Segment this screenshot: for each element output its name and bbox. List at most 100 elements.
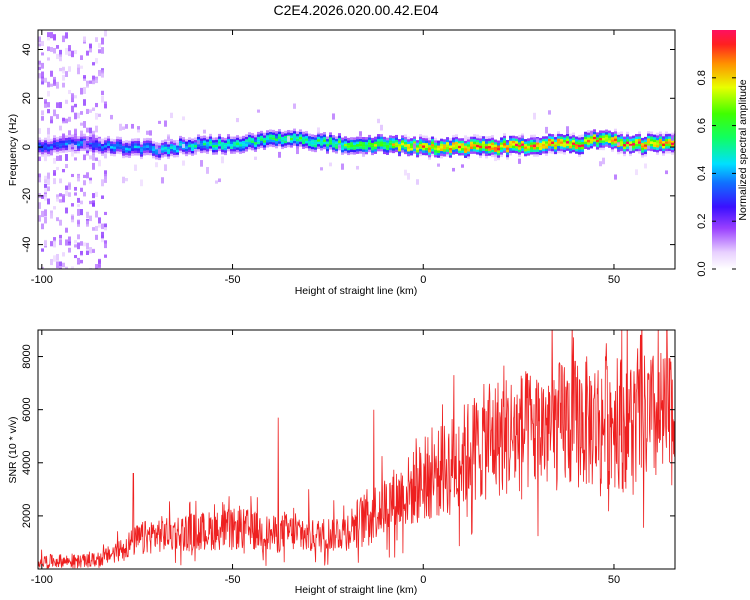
spectrogram-cell <box>389 149 392 153</box>
spectrogram-noise-cell <box>65 239 68 246</box>
spectrogram-cell <box>212 142 215 146</box>
spectrogram-cell <box>566 136 569 139</box>
spectrogram-cell <box>401 147 404 151</box>
spectrogram-noise-cell <box>95 264 98 269</box>
spectrogram-cell <box>560 148 563 152</box>
spectrogram-cell <box>164 139 167 143</box>
spectrogram-cell <box>587 137 590 140</box>
spectrogram-cell <box>641 150 644 153</box>
spectrogram-cell <box>146 137 149 141</box>
spectrogram-x-tick-label: 0 <box>420 274 426 286</box>
spectrogram-cell <box>278 136 281 139</box>
spectrogram-noise-cell <box>110 114 113 120</box>
spectrogram-noise-cell <box>590 130 593 136</box>
spectrogram-cell <box>413 136 416 140</box>
spectrogram-cells <box>38 30 675 269</box>
spectrogram-cell <box>431 151 434 154</box>
spectrogram-cell <box>530 144 533 148</box>
spectrogram-cell <box>308 145 311 149</box>
spectrogram-cell <box>638 146 641 149</box>
spectrogram-cell <box>407 136 410 140</box>
spectrogram-noise-cell <box>104 211 107 216</box>
spectrogram-cell <box>260 138 263 141</box>
spectrogram-cell <box>626 146 629 149</box>
spectrogram-noise-cell <box>50 116 53 121</box>
spectrogram-cell <box>461 138 464 141</box>
spectrogram-cell <box>581 141 584 145</box>
spectrogram-cell <box>596 142 599 145</box>
spectrogram-cell <box>161 147 164 151</box>
spectrogram-cell <box>431 138 434 142</box>
spectrogram-noise-cell <box>44 77 47 83</box>
spectrogram-cell <box>602 135 605 139</box>
spectrogram-cell <box>293 140 296 144</box>
spectrogram-cell <box>368 142 371 145</box>
spectrogram-cell <box>239 139 242 142</box>
spectrogram-cell <box>491 139 494 143</box>
spectrogram-cell <box>617 146 620 150</box>
spectrogram-cell <box>131 138 134 142</box>
spectrogram-cell <box>377 138 380 142</box>
spectrogram-noise-cell <box>92 162 95 170</box>
spectrogram-cell <box>233 148 236 152</box>
spectrogram-cell <box>83 133 86 137</box>
spectrogram-cell <box>311 146 314 150</box>
spectrogram-cell <box>260 133 263 136</box>
spectrogram-cell <box>476 144 479 148</box>
snr-y-tick-label: 4000 <box>21 451 33 475</box>
spectrogram-cell <box>350 137 353 140</box>
spectrogram-cell <box>569 150 572 154</box>
colorbar-tick-label: 0.8 <box>696 70 708 85</box>
spectrogram-cell <box>386 149 389 153</box>
spectrogram-noise-cell <box>53 79 56 86</box>
spectrogram-cell <box>626 143 629 147</box>
spectrogram-cell <box>599 140 602 143</box>
spectrogram-cell <box>173 140 176 143</box>
spectrogram-cell <box>335 136 338 139</box>
spectrogram-cell <box>248 146 251 150</box>
spectrogram-noise-cell <box>56 197 59 202</box>
spectrogram-cell <box>392 135 395 139</box>
spectrogram-noise-cell <box>158 148 161 154</box>
spectrogram-cell <box>410 152 413 156</box>
spectrogram-cell <box>611 144 614 147</box>
spectrogram-cell <box>80 145 83 149</box>
spectrogram-cell <box>518 147 521 150</box>
spectrogram-noise-cell <box>38 177 41 183</box>
spectrogram-cell <box>662 136 665 139</box>
spectrogram-cell <box>314 147 317 150</box>
spectrogram-noise-cell <box>71 215 74 220</box>
spectrogram-cell <box>551 134 554 137</box>
spectrogram-cell <box>572 144 575 148</box>
spectrogram-cell <box>641 152 644 156</box>
spectrogram-noise-cell <box>56 155 59 161</box>
spectrogram-cell <box>452 139 455 143</box>
spectrogram-cell <box>392 150 395 154</box>
spectrogram-cell <box>416 152 419 155</box>
spectrogram-cell <box>209 133 212 137</box>
spectrogram-noise-cell <box>134 164 137 171</box>
spectrogram-cell <box>47 141 50 145</box>
spectrogram-cell <box>80 148 83 151</box>
spectrogram-cell <box>533 139 536 143</box>
spectrogram-noise-cell <box>47 102 50 108</box>
spectrogram-cell <box>410 140 413 144</box>
spectrogram-cell <box>392 143 395 146</box>
spectrogram-noise-cell <box>80 200 83 205</box>
spectrogram-noise-cell <box>59 199 62 203</box>
spectrogram-cell <box>548 143 551 147</box>
spectrogram-noise-cell <box>56 45 59 49</box>
spectrogram-cell <box>575 146 578 149</box>
spectrogram-cell <box>191 150 194 154</box>
spectrogram-noise-cell <box>74 255 77 259</box>
spectrogram-cell <box>596 146 599 150</box>
spectrogram-cell <box>665 131 668 135</box>
spectrogram-cell <box>263 140 266 143</box>
spectrogram-cell <box>416 140 419 143</box>
spectrogram-cell <box>329 146 332 150</box>
spectrogram-cell <box>197 144 200 147</box>
spectrogram-cell <box>53 137 56 141</box>
spectrogram-noise-cell <box>53 170 56 176</box>
spectrogram-cell <box>338 147 341 151</box>
spectrogram-cell <box>122 140 125 144</box>
